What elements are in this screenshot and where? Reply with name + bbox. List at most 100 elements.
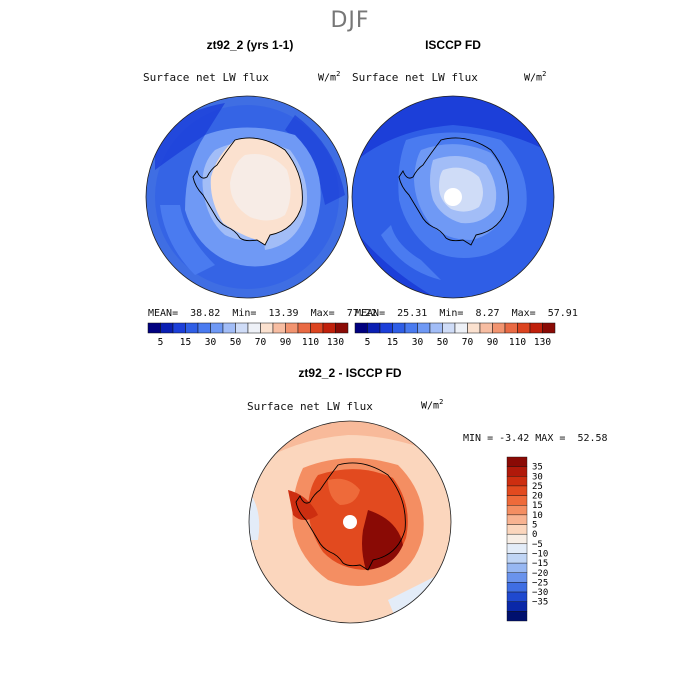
diff-units-label: W/m2 (421, 398, 444, 412)
colorbar-tick-label: 50 (437, 337, 449, 348)
model-polar-map (145, 95, 349, 299)
obs-colorbar: 5 15 30 50 70 90 110 130 (354, 322, 556, 348)
model-panel-title: zt92_2 (yrs 1-1) (206, 38, 294, 52)
colorbar-swatch (542, 322, 556, 334)
obs-stats: MEAN= 25.31 Min= 8.27 Max= 57.91 (355, 308, 578, 319)
colorbar-tick-label: 0 (532, 530, 537, 540)
colorbar-swatch (367, 322, 381, 334)
colorbar-swatch (506, 562, 528, 573)
colorbar-swatch (272, 322, 286, 334)
colorbar-tick-label: 20 (532, 492, 543, 502)
antarctica-coastline (192, 137, 303, 246)
colorbar-tick-label: −15 (532, 559, 548, 569)
obs-variable-label: Surface net LW flux (352, 71, 478, 84)
colorbar-swatch (506, 582, 528, 593)
colorbar-swatch (247, 322, 261, 334)
colorbar-tick-label: 15 (180, 337, 191, 348)
colorbar-swatch (506, 476, 528, 487)
colorbar-tick-label: 110 (509, 337, 526, 348)
colorbar-tick-label: −5 (532, 540, 543, 550)
colorbar-swatch (147, 322, 161, 334)
colorbar-tick-label: 50 (230, 337, 242, 348)
colorbar-tick-label: −35 (532, 598, 548, 608)
obs-panel-title: ISCCP FD (425, 38, 481, 52)
model-stats: MEAN= 38.82 Min= 13.39 Max= 77.22 (148, 308, 377, 319)
colorbar-swatch (417, 322, 431, 334)
dark-blue-patch (285, 115, 345, 205)
colorbar-swatch (506, 456, 528, 467)
model-colorbar: 5 15 30 50 70 90 110 130 (147, 322, 349, 348)
colorbar-swatch (197, 322, 211, 334)
colorbar-swatch (442, 322, 456, 334)
colorbar-tick-label: 5 (365, 337, 371, 348)
colorbar-tick-label: −25 (532, 578, 548, 588)
colorbar-tick-label: 5 (158, 337, 164, 348)
colorbar-swatch (506, 505, 528, 516)
obs-polar-map (351, 95, 555, 299)
colorbar-tick-label: −30 (532, 588, 548, 598)
obs-units-label: W/m2 (524, 70, 547, 84)
colorbar-swatch (479, 322, 493, 334)
colorbar-swatch (504, 322, 518, 334)
colorbar-tick-label: 25 (532, 482, 543, 492)
colorbar-swatch (310, 322, 324, 334)
colorbar-tick-label: 10 (532, 511, 543, 521)
colorbar-swatch (160, 322, 174, 334)
colorbar-swatch (506, 543, 528, 554)
colorbar-tick-label: 70 (255, 337, 267, 348)
colorbar-swatch (322, 322, 336, 334)
colorbar-swatch (172, 322, 186, 334)
medium-red-patch (328, 478, 360, 505)
colorbar-tick-label: −10 (532, 549, 548, 559)
antarctica-coastline (398, 137, 509, 246)
pole-missing-data (343, 515, 357, 529)
colorbar-swatch (185, 322, 199, 334)
colorbar-swatch (404, 322, 418, 334)
dark-red-patch (288, 490, 318, 520)
colorbar-tick-label: 15 (387, 337, 398, 348)
colorbar-swatch (506, 514, 528, 525)
mid-blue-patch (160, 205, 215, 275)
colorbar-tick-label: 15 (532, 501, 543, 511)
colorbar-swatch (492, 322, 506, 334)
colorbar-tick-label: 130 (534, 337, 551, 348)
colorbar-swatch (506, 524, 528, 535)
dark-blue-patch (352, 96, 554, 165)
colorbar-swatch (297, 322, 311, 334)
colorbar-swatch (235, 322, 249, 334)
colorbar-swatch (506, 611, 528, 622)
colorbar-swatch (506, 601, 528, 612)
colorbar-tick-label: 90 (487, 337, 499, 348)
diff-panel-title: zt92_2 - ISCCP FD (298, 366, 402, 380)
colorbar-swatch (529, 322, 543, 334)
dark-blue-patch (155, 103, 225, 170)
colorbar-tick-label: 70 (462, 337, 474, 348)
pole-missing-data (444, 188, 462, 206)
colorbar-swatch (210, 322, 224, 334)
colorbar-swatch (285, 322, 299, 334)
colorbar-tick-label: 30 (205, 337, 217, 348)
colorbar-swatch (222, 322, 236, 334)
colorbar-tick-label: 35 (532, 463, 543, 473)
colorbar-swatch (354, 322, 368, 334)
colorbar-swatch (506, 533, 528, 545)
colorbar-swatch (506, 495, 528, 506)
colorbar-swatch (506, 485, 528, 496)
colorbar-swatch (429, 322, 443, 334)
colorbar-swatch (454, 322, 468, 334)
model-variable-label: Surface net LW flux (143, 71, 269, 84)
colorbar-swatch (335, 322, 349, 334)
diff-stats: MIN = -3.42 MAX = 52.58 (463, 433, 608, 444)
colorbar-tick-label: 110 (302, 337, 319, 348)
colorbar-tick-label: −20 (532, 569, 548, 579)
colorbar-swatch (392, 322, 406, 334)
diff-polar-map (248, 420, 452, 624)
map-border (145, 95, 349, 299)
colorbar-tick-label: 30 (412, 337, 424, 348)
colorbar-swatch (260, 322, 274, 334)
mid-blue-patch (381, 225, 441, 280)
colorbar-swatch (506, 591, 528, 602)
map-border (248, 420, 452, 624)
colorbar-swatch (506, 572, 528, 583)
